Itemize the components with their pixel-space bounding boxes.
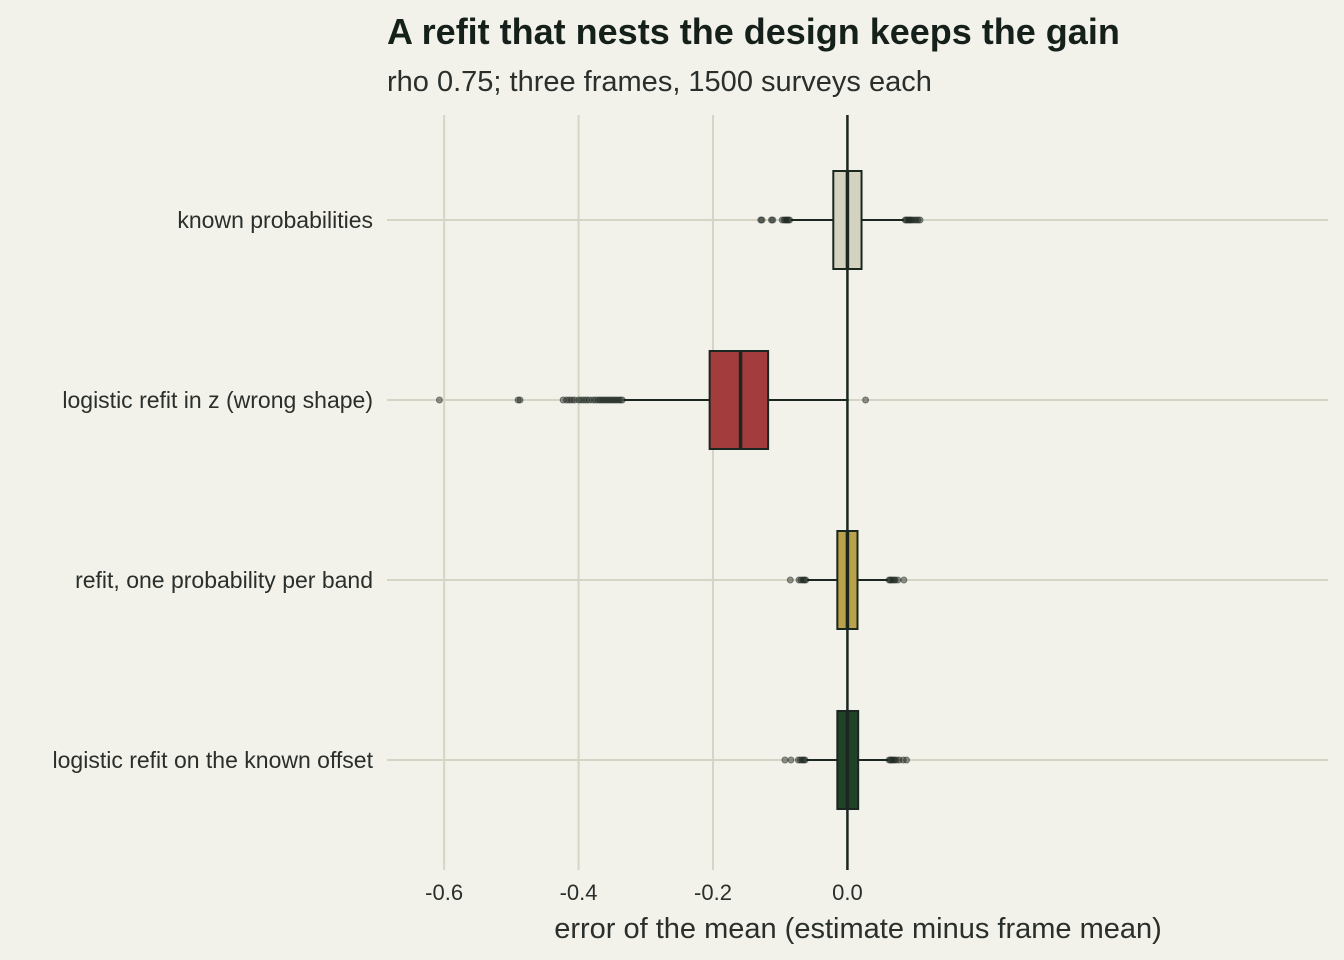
outlier-point — [890, 756, 898, 764]
x-axis-title: error of the mean (estimate minus frame … — [554, 913, 1162, 945]
x-tick-label: 0.0 — [832, 880, 863, 905]
box-group — [757, 170, 924, 270]
outlier-point — [916, 216, 924, 224]
x-axis-ticks: -0.6 -0.4 -0.2 0.0 — [425, 880, 863, 905]
category-labels: known probabilities logistic refit in z (… — [53, 207, 374, 773]
outlier-point — [514, 396, 522, 404]
x-tick-label: -0.4 — [560, 880, 598, 905]
outlier-point — [862, 396, 870, 404]
outlier-point — [801, 756, 809, 764]
category-label: logistic refit on the known offset — [53, 747, 374, 773]
category-label: logistic refit in z (wrong shape) — [62, 387, 373, 413]
outlier-point — [781, 756, 789, 764]
outlier-point — [516, 396, 524, 404]
chart-subtitle: rho 0.75; three frames, 1500 surveys eac… — [387, 66, 932, 98]
x-tick-label: -0.2 — [694, 880, 732, 905]
box-group — [435, 350, 870, 450]
outlier-point — [914, 216, 922, 224]
outlier-point — [903, 756, 911, 764]
outlier-point — [618, 396, 626, 404]
boxes — [435, 115, 924, 870]
outlier-point — [802, 576, 810, 584]
outlier-point — [786, 216, 794, 224]
outlier-point — [769, 216, 777, 224]
category-label: refit, one probability per band — [75, 567, 373, 593]
category-label: known probabilities — [177, 207, 373, 233]
outlier-point — [787, 756, 795, 764]
chart-title: A refit that nests the design keeps the … — [387, 11, 1120, 52]
outlier-point — [900, 576, 908, 584]
box-group — [781, 710, 911, 810]
outlier-point — [435, 396, 443, 404]
x-tick-label: -0.6 — [425, 880, 463, 905]
outlier-point — [894, 576, 902, 584]
outlier-point — [786, 576, 794, 584]
outlier-point — [758, 216, 766, 224]
outlier-point — [616, 396, 624, 404]
